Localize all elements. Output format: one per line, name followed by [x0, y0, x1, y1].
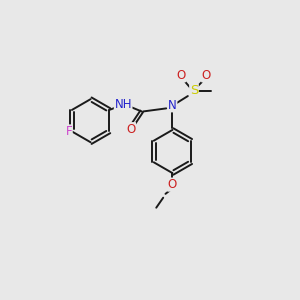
- Text: F: F: [65, 125, 72, 138]
- Text: S: S: [190, 84, 198, 97]
- Text: N: N: [168, 99, 177, 112]
- Text: O: O: [168, 178, 177, 191]
- Text: O: O: [176, 69, 185, 82]
- Text: O: O: [202, 69, 211, 82]
- Text: O: O: [126, 123, 136, 136]
- Text: NH: NH: [114, 98, 132, 111]
